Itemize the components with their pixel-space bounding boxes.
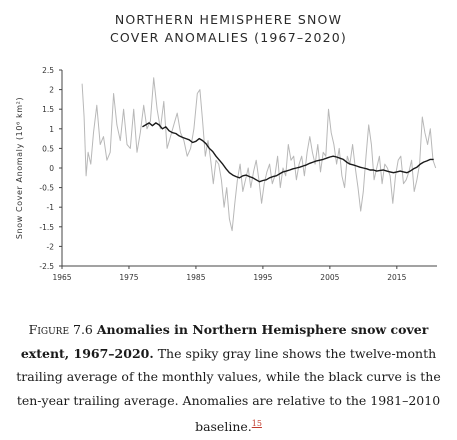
x-tick-label: 1965 [52,273,71,282]
ten-year-average-line [142,122,434,183]
x-tick-label: 1975 [119,273,138,282]
chart-title-line-1: NORTHERN HEMISPHERE SNOW [114,12,343,27]
twelve-month-average-line [81,77,437,232]
y-tick-label: 1 [49,125,54,134]
y-tick-label: 2 [49,86,54,95]
y-tick-label: -2 [47,242,55,251]
y-tick-label: -1.5 [39,223,54,232]
chart-title-line-2: COVER ANOMALIES (1967–2020) [109,30,347,45]
y-tick-label: 0 [49,164,54,173]
x-tick-label: 1985 [186,273,205,282]
y-axis-label: Snow Cover Anomaly (10⁶ km²) [15,97,24,239]
y-tick-label: -1 [47,203,55,212]
y-tick-label: 2.5 [42,66,54,75]
caption-figure-label: Figure 7.6 [28,322,93,337]
y-tick-label: -0.5 [39,184,54,193]
y-tick-label: -2.5 [39,262,54,271]
y-tick-label: 0.5 [42,144,54,153]
x-tick-label: 1995 [253,273,272,282]
figure-caption: Figure 7.6 Anomalies in Northern Hemisph… [14,318,443,439]
x-tick-label: 2005 [320,273,339,282]
y-tick-label: 1.5 [42,105,54,114]
caption-note-reference[interactable]: 15 [251,419,262,428]
caption-body: The spiky gray line shows the twelve-mon… [16,345,441,435]
caption-bold-title: Anomalies in Northern Hemisphere snow co… [20,322,429,361]
x-tick-label: 2015 [387,273,406,282]
snow-anomaly-chart: 2.5 2 1.5 1 0.5 0 -0.5 -1 -1.5 -2 -2.5 1965 1975 1985… [15,66,437,282]
